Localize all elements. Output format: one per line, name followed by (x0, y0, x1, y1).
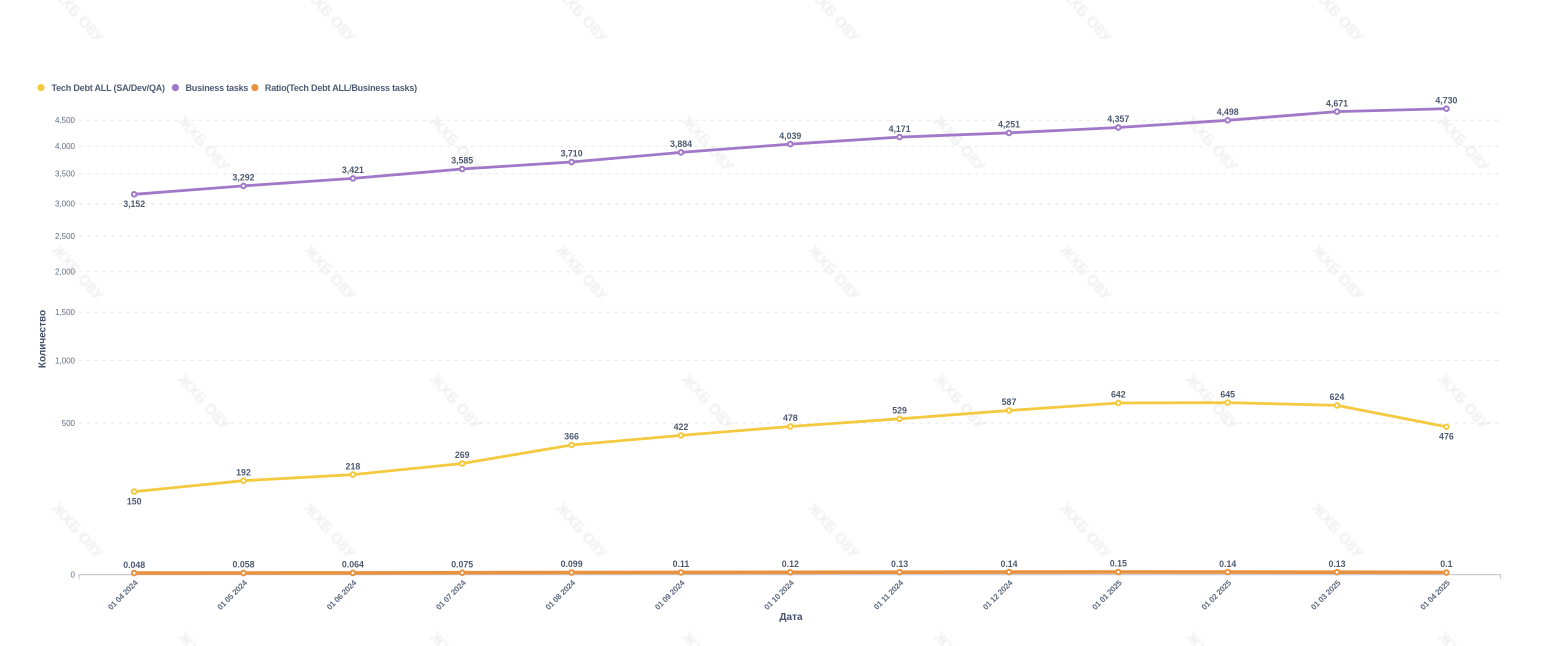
svg-text:0.058: 0.058 (232, 560, 254, 570)
svg-text:500: 500 (62, 419, 76, 428)
svg-text:4,000: 4,000 (55, 142, 76, 151)
svg-text:Дата: Дата (779, 612, 803, 623)
svg-text:0: 0 (71, 571, 76, 580)
svg-text:0.048: 0.048 (123, 560, 145, 570)
svg-text:0.12: 0.12 (782, 559, 799, 569)
svg-text:366: 366 (564, 432, 579, 442)
svg-text:0.13: 0.13 (891, 559, 908, 569)
svg-text:3,152: 3,152 (123, 199, 145, 209)
svg-text:0.11: 0.11 (673, 559, 690, 569)
svg-text:3,884: 3,884 (670, 139, 692, 149)
svg-text:0.15: 0.15 (1110, 559, 1127, 569)
svg-text:4,671: 4,671 (1326, 98, 1348, 108)
svg-text:4,498: 4,498 (1217, 107, 1239, 117)
svg-text:0.064: 0.064 (342, 560, 364, 570)
svg-text:645: 645 (1220, 389, 1235, 399)
svg-text:Количество: Количество (38, 310, 49, 368)
svg-text:0.075: 0.075 (451, 559, 473, 569)
svg-text:3,292: 3,292 (232, 173, 254, 183)
svg-text:422: 422 (674, 422, 689, 432)
svg-text:0.14: 0.14 (1219, 559, 1236, 569)
svg-text:3,421: 3,421 (342, 165, 364, 175)
svg-text:529: 529 (892, 406, 907, 416)
svg-text:3,710: 3,710 (561, 149, 583, 159)
svg-text:2,000: 2,000 (55, 268, 76, 277)
svg-text:587: 587 (1002, 397, 1017, 407)
svg-text:1,000: 1,000 (55, 356, 76, 365)
svg-text:192: 192 (236, 467, 251, 477)
svg-text:3,500: 3,500 (55, 170, 76, 179)
svg-text:2,500: 2,500 (55, 232, 76, 241)
svg-text:4,357: 4,357 (1107, 114, 1129, 124)
svg-text:4,500: 4,500 (55, 116, 76, 125)
svg-text:4,171: 4,171 (889, 124, 911, 134)
svg-text:3,585: 3,585 (451, 156, 473, 166)
svg-text:642: 642 (1111, 390, 1126, 400)
svg-text:Business tasks: Business tasks (186, 83, 249, 93)
svg-text:4,251: 4,251 (998, 120, 1020, 130)
svg-text:624: 624 (1330, 392, 1345, 402)
svg-text:269: 269 (455, 450, 470, 460)
svg-text:476: 476 (1439, 432, 1454, 442)
svg-text:0.13: 0.13 (1328, 559, 1345, 569)
svg-text:4,730: 4,730 (1435, 95, 1457, 105)
svg-text:218: 218 (346, 461, 361, 471)
svg-text:1,500: 1,500 (55, 308, 76, 317)
svg-text:478: 478 (783, 413, 798, 423)
svg-text:3,000: 3,000 (55, 200, 76, 209)
svg-text:4,039: 4,039 (779, 131, 801, 141)
svg-text:0.099: 0.099 (561, 559, 583, 569)
svg-text:0.14: 0.14 (1000, 559, 1017, 569)
svg-text:Tech Debt ALL (SA/Dev/QA): Tech Debt ALL (SA/Dev/QA) (52, 83, 166, 93)
svg-text:Ratio(Tech Debt ALL/Business t: Ratio(Tech Debt ALL/Business tasks) (265, 83, 417, 93)
svg-text:150: 150 (127, 496, 142, 506)
svg-text:0.1: 0.1 (1440, 559, 1452, 569)
